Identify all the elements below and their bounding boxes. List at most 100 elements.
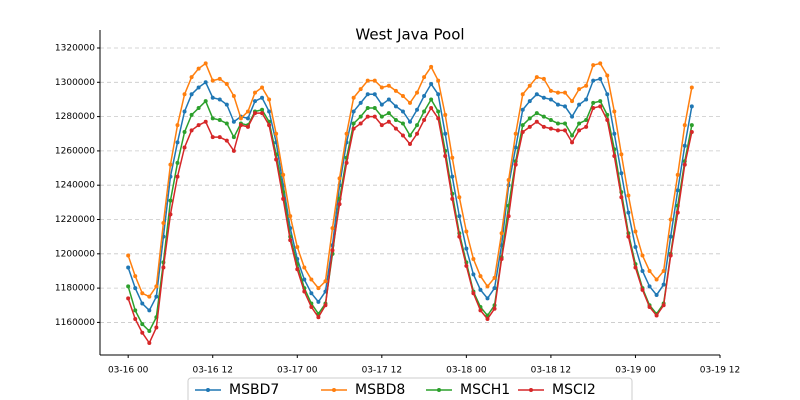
x-tick-label: 03-19 12	[700, 366, 740, 376]
data-point	[570, 99, 575, 104]
x-tick-label: 03-17 00	[277, 366, 318, 376]
data-point	[161, 220, 166, 225]
data-point	[415, 107, 420, 112]
data-point	[217, 97, 222, 102]
data-point	[422, 75, 427, 80]
data-point	[506, 214, 511, 219]
data-point	[316, 299, 321, 304]
data-point	[591, 100, 596, 105]
data-point	[668, 217, 673, 222]
data-point	[309, 291, 314, 296]
data-point	[555, 90, 560, 95]
data-point	[429, 64, 434, 69]
data-point	[267, 97, 272, 102]
data-point	[365, 78, 370, 83]
data-point	[541, 114, 546, 119]
x-tick-label: 03-19 00	[615, 366, 656, 376]
data-point	[337, 202, 342, 207]
data-point	[513, 162, 518, 167]
data-point	[584, 118, 589, 123]
data-point	[527, 116, 532, 121]
data-point	[647, 284, 652, 289]
data-point	[386, 111, 391, 116]
data-point	[309, 277, 314, 282]
data-point	[267, 109, 272, 114]
data-point	[520, 130, 525, 135]
data-point	[548, 118, 553, 123]
data-point	[147, 308, 152, 313]
data-point	[175, 174, 180, 179]
data-point	[175, 160, 180, 165]
y-tick-label: 1180000	[55, 284, 95, 294]
data-point	[563, 121, 567, 126]
data-point	[133, 316, 138, 321]
data-point	[520, 107, 525, 112]
data-point	[260, 107, 265, 112]
data-point	[147, 328, 152, 333]
data-point	[492, 275, 497, 280]
data-point	[640, 253, 645, 258]
data-point	[140, 322, 145, 327]
data-point	[372, 78, 377, 83]
data-point	[196, 85, 201, 90]
data-point	[492, 286, 497, 291]
data-point	[457, 234, 462, 239]
data-point	[577, 87, 582, 92]
data-point	[415, 90, 420, 95]
data-point	[584, 97, 589, 102]
data-point	[513, 131, 518, 136]
legend-marker	[437, 388, 441, 392]
data-point	[288, 214, 293, 219]
data-point	[436, 92, 441, 97]
data-point	[302, 277, 307, 282]
data-point	[316, 286, 321, 291]
data-point	[541, 95, 546, 100]
data-point	[527, 83, 532, 88]
data-point	[647, 268, 652, 273]
data-point	[619, 171, 624, 176]
data-point	[203, 80, 208, 85]
legend-marker	[529, 388, 533, 392]
data-point	[168, 162, 173, 167]
data-point	[210, 135, 215, 140]
data-point	[626, 234, 631, 239]
data-point	[344, 160, 349, 165]
data-point	[499, 256, 504, 261]
data-point	[457, 214, 462, 219]
data-point	[140, 291, 145, 296]
data-point	[245, 109, 250, 114]
data-point	[534, 75, 539, 80]
data-point	[534, 92, 539, 97]
data-point	[189, 75, 194, 80]
data-point	[584, 124, 589, 129]
data-point	[682, 162, 687, 167]
data-point	[689, 130, 694, 135]
y-tick-label: 1160000	[55, 318, 95, 328]
data-point	[570, 114, 575, 119]
data-point	[365, 114, 370, 119]
data-point	[605, 112, 610, 117]
data-point	[668, 253, 673, 258]
data-point	[415, 131, 420, 136]
data-point	[689, 85, 694, 90]
data-point	[224, 102, 229, 107]
data-point	[217, 135, 222, 140]
data-point	[245, 124, 250, 129]
data-point	[675, 188, 680, 193]
data-point	[379, 123, 384, 128]
data-point	[492, 306, 497, 311]
data-point	[555, 102, 560, 107]
data-point	[633, 229, 638, 234]
data-point	[450, 174, 455, 179]
data-point	[267, 123, 272, 128]
data-point	[584, 83, 589, 88]
data-point	[541, 76, 546, 81]
data-point	[274, 157, 279, 162]
data-point	[253, 111, 257, 116]
data-point	[626, 210, 631, 215]
data-point	[161, 265, 166, 270]
data-point	[126, 265, 131, 270]
data-point	[527, 99, 532, 104]
data-point	[450, 155, 455, 160]
data-point	[675, 210, 680, 215]
